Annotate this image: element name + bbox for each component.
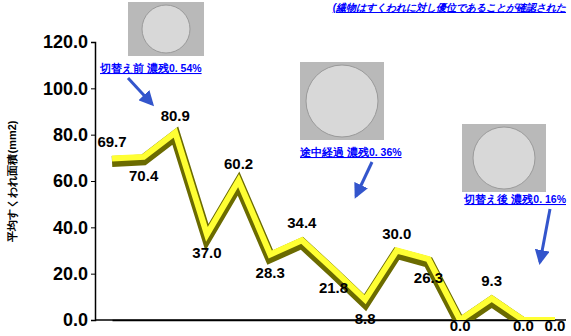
data-label: 60.2 <box>224 155 253 172</box>
y-tick: 120.0 <box>43 32 95 52</box>
plot-baseline <box>95 319 566 321</box>
line <box>112 133 555 320</box>
data-label: 80.9 <box>161 107 190 124</box>
photo <box>128 2 204 56</box>
annotation-arrow <box>128 78 152 104</box>
data-label: 26.3 <box>414 269 443 286</box>
photo-sample <box>306 65 378 137</box>
y-tick-label: 80.0 <box>53 125 88 145</box>
y-tick-mark <box>91 320 95 321</box>
y-tick: 60.0 <box>53 171 95 191</box>
y-tick-label: 60.0 <box>53 171 88 191</box>
y-tick-label: 100.0 <box>43 79 88 99</box>
data-label: 9.3 <box>481 272 502 289</box>
y-tick: 20.0 <box>53 264 95 284</box>
annotation: 途中経過 濃残0. 36% <box>300 146 402 158</box>
chart: (繊物はすくわれに対し優位であることが確認された 0.0 20.0 40.0 60.0 8… <box>0 0 571 336</box>
y-tick-mark <box>91 227 95 228</box>
annotation: 切替え前 濃残0. 54% <box>99 62 202 74</box>
y-tick: 40.0 <box>53 218 95 238</box>
data-label: 0.0 <box>513 317 534 334</box>
y-tick-label: 0.0 <box>63 310 88 330</box>
y-tick-mark <box>91 42 95 43</box>
y-tick-label: 120.0 <box>43 32 88 52</box>
annotation-arrow <box>540 209 550 262</box>
y-tick-mark <box>91 274 95 275</box>
photo-sample <box>142 5 190 53</box>
data-label: 34.4 <box>287 214 317 231</box>
photo <box>300 62 384 140</box>
line-shadow <box>112 136 555 320</box>
data-label: 21.8 <box>319 279 348 296</box>
data-label: 0.0 <box>450 317 471 334</box>
data-label: 69.7 <box>97 133 126 150</box>
annotation: 切替え後 濃残0. 16% <box>463 193 566 205</box>
y-axis-line <box>91 43 96 321</box>
y-tick-label: 20.0 <box>53 264 88 284</box>
photo <box>462 124 546 192</box>
data-label: 8.8 <box>355 310 376 327</box>
y-tick: 100.0 <box>43 79 95 99</box>
y-tick-mark <box>91 88 95 89</box>
y-tick: 0.0 <box>63 310 95 330</box>
y-axis-title: 平均すくわれ面積(mm2) <box>6 120 19 242</box>
y-tick-label: 40.0 <box>53 218 88 238</box>
title: (繊物はすくわれに対し優位であることが確認された <box>333 2 566 14</box>
y-axis: 0.0 20.0 40.0 60.0 80.0 100.0 120.0 <box>43 32 96 330</box>
data-labels: 69.770.4 80.9 37.0 60.2 28.3 34.4 21.8 8.8 30.0 2… <box>97 107 565 334</box>
plot-area <box>112 133 555 320</box>
data-label: 28.3 <box>256 264 285 281</box>
annotation-arrow <box>356 162 372 196</box>
photo-frame <box>462 124 546 192</box>
data-label: 37.0 <box>192 244 221 261</box>
y-tick-mark <box>91 181 95 182</box>
data-label: 0.0 <box>545 317 566 334</box>
y-tick: 80.0 <box>53 125 95 145</box>
photo-sample <box>473 127 535 189</box>
data-label: 30.0 <box>382 225 411 242</box>
photo-frame <box>300 62 384 140</box>
photo-frame <box>128 2 204 56</box>
y-tick-mark <box>91 135 95 136</box>
data-label: 70.4 <box>129 167 159 184</box>
